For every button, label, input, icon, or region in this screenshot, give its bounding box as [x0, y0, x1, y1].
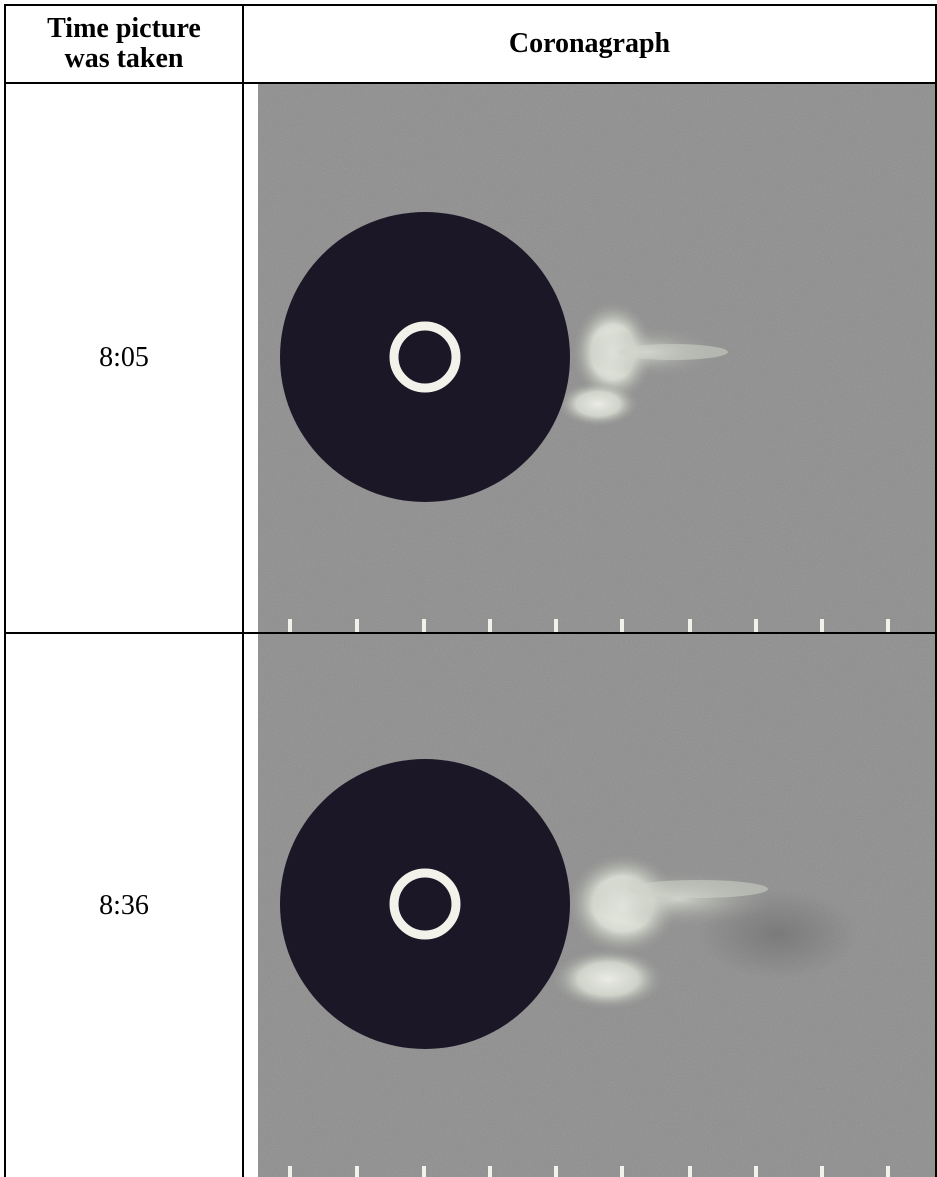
occulter-disk	[280, 759, 570, 1049]
table-header-divider	[4, 82, 937, 84]
occulter-disk	[280, 212, 570, 502]
row-1-time: 8:05	[99, 342, 149, 373]
table-border-left	[4, 4, 6, 1177]
table-row-divider	[4, 632, 937, 634]
sun-ring	[389, 321, 461, 393]
coronagraph-image-2	[258, 634, 935, 1177]
header-time-picture-taken: Time picture was taken	[47, 13, 201, 74]
table-border-top	[4, 4, 937, 6]
header-coronagraph: Coronagraph	[508, 28, 671, 59]
row-2-time: 8:36	[99, 889, 149, 921]
sun-ring	[389, 868, 461, 940]
coronagraph-image-1	[258, 84, 935, 632]
table-border-right	[935, 4, 937, 1177]
tick-marks	[288, 1166, 890, 1177]
tick-marks	[288, 619, 890, 632]
table-column-divider	[242, 4, 244, 1177]
